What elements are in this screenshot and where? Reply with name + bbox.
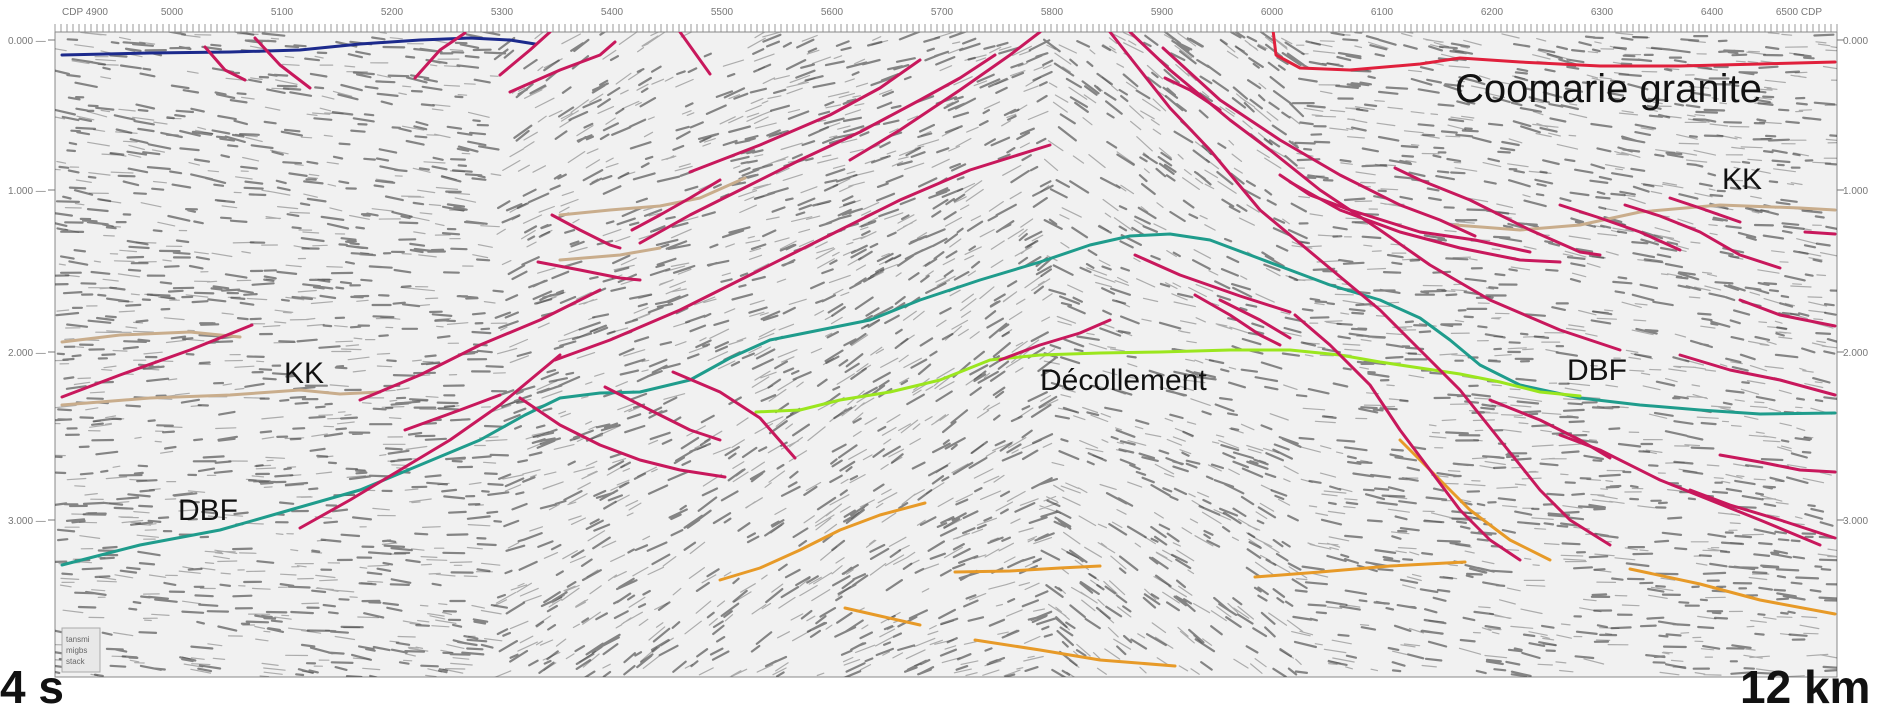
time-tick-label-left: 1.000 —	[8, 186, 46, 197]
kk-horizon-mid	[558, 176, 747, 217]
cdp-tick-label: 6200	[1481, 7, 1504, 18]
time-tick-label-right: 3.000	[1843, 516, 1868, 527]
time-tick-label-right: 2.000	[1843, 348, 1868, 359]
cdp-tick-label: 5300	[491, 7, 514, 18]
time-axis: 0.000 — 0.000 1.000 — 1.000 2.000 — 2.000 3.00…	[8, 36, 1868, 527]
kk-label-left: KK	[284, 357, 324, 390]
seismic-reflection-texture	[55, 32, 1837, 677]
cdp-tick-label: 6300	[1591, 7, 1614, 18]
kk-horizon-left-lower	[60, 388, 382, 407]
cdp-tick-label: 5500	[711, 7, 734, 18]
cdp-tick-label: 5600	[821, 7, 844, 18]
cdp-tick-label: 5900	[1151, 7, 1174, 18]
time-tick-label-left: 3.000 —	[8, 516, 46, 527]
processing-stamp: tansmi migbs stack	[61, 627, 101, 673]
distance-extent-label: 12 km	[1740, 661, 1870, 707]
coomarie-base-right-horizon	[1271, 32, 1837, 72]
cdp-tick-label: 5100	[271, 7, 294, 18]
cdp-tick-label: 6500 CDP	[1776, 7, 1822, 18]
stamp-line-1: tansmi	[66, 635, 90, 644]
coomarie-granite-label: Coomarie granite	[1455, 67, 1762, 111]
cdp-ruler: CDP 4900 5000 5100 5200 5300 5400 5500 5600 5700…	[54, 7, 1838, 33]
decollement-label: Décollement	[1040, 364, 1207, 397]
dbf-label-left: DBF	[178, 494, 238, 527]
cdp-tick-label: 6100	[1371, 7, 1394, 18]
cdp-tick-label: 5000	[161, 7, 184, 18]
dbf-label-right: DBF	[1567, 354, 1627, 387]
time-tick-label-right: 0.000	[1843, 36, 1868, 47]
cdp-tick-label: CDP 4900	[62, 7, 108, 18]
time-extent-label: 4 s	[0, 661, 64, 707]
section-panel	[54, 31, 1838, 678]
cdp-tick-label: 5400	[601, 7, 624, 18]
kk-horizon-right	[1453, 203, 1837, 232]
cdp-tick-label: 5700	[931, 7, 954, 18]
dbf-horizon	[60, 232, 1837, 567]
coomarie-base-left-horizon	[60, 36, 537, 57]
kk-horizon-left	[60, 330, 242, 344]
cdp-minor-ticks	[54, 24, 1838, 32]
cdp-tick-label: 5800	[1041, 7, 1064, 18]
seismic-dashes-dark	[55, 32, 1837, 677]
time-tick-label-left: 0.000 —	[8, 36, 46, 47]
deep-reflectors	[718, 438, 1837, 668]
stamp-line-2: migbs	[66, 646, 87, 655]
cdp-tick-label: 5200	[381, 7, 404, 18]
time-tick-label-right: 1.000	[1843, 186, 1868, 197]
time-tick-label-left: 2.000 —	[8, 348, 46, 359]
kk-label-right: KK	[1722, 163, 1762, 196]
decollement-horizon	[754, 348, 1582, 414]
cdp-tick-label: 6000	[1261, 7, 1284, 18]
interpretation	[60, 32, 1837, 668]
faults	[60, 32, 1837, 562]
cdp-tick-label: 6400	[1701, 7, 1724, 18]
stamp-line-3: stack	[66, 657, 86, 666]
kk-horizon-mid-lower	[558, 246, 662, 262]
